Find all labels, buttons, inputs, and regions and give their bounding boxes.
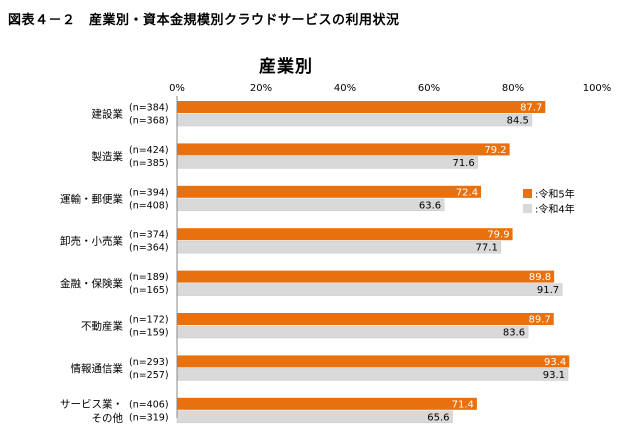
category-label: 情報通信業	[71, 362, 124, 375]
sample-size-label: (n=406)	[129, 399, 169, 410]
sample-size-label: (n=319)	[129, 412, 169, 423]
sample-size-label: (n=364)	[129, 243, 169, 254]
data-label: 89.8	[529, 272, 551, 283]
bar-reiwa4	[176, 325, 529, 339]
bar-reiwa4	[176, 283, 563, 296]
data-label: 84.5	[507, 116, 529, 127]
category-label: サービス業・	[60, 397, 123, 410]
sample-size-label: (n=374)	[129, 230, 169, 241]
sample-size-label: (n=172)	[129, 315, 169, 326]
x-tick-label: 20%	[250, 83, 272, 94]
sample-size-label: (n=165)	[129, 285, 169, 296]
data-label: 79.9	[487, 230, 509, 241]
bar-reiwa5	[177, 313, 554, 325]
bar-reiwa5	[177, 143, 510, 156]
data-label: 65.6	[427, 412, 449, 423]
legend-label: :令和5年	[535, 188, 575, 201]
data-label: 83.6	[503, 328, 525, 339]
sample-size-label: (n=189)	[129, 272, 169, 283]
sample-size-label: (n=424)	[129, 145, 169, 156]
data-label: 77.1	[476, 243, 498, 254]
bar-reiwa5	[177, 228, 513, 241]
bar-reiwa4	[176, 410, 453, 424]
data-label: 71.4	[452, 399, 474, 410]
category-label: 建設業	[92, 108, 124, 121]
data-label: 93.1	[543, 370, 565, 381]
bar-reiwa5	[177, 397, 477, 410]
data-label: 71.6	[452, 158, 474, 169]
category-label: 卸売・小売業	[60, 235, 123, 248]
x-tick-label: 100%	[583, 83, 612, 94]
sample-size-label: (n=257)	[129, 370, 169, 381]
category-label: 不動産業	[81, 320, 123, 333]
x-tick-label: 60%	[418, 83, 440, 94]
bar-reiwa5	[177, 270, 555, 283]
sample-size-label: (n=384)	[129, 103, 169, 114]
data-label: 87.7	[520, 103, 542, 114]
data-label: 63.6	[419, 200, 441, 211]
x-tick-label: 40%	[334, 83, 356, 94]
chart-title: 産業別	[259, 57, 313, 77]
x-tick-label: 0%	[169, 83, 185, 94]
category-label: 運輸・郵便業	[60, 192, 123, 205]
bar-reiwa5	[177, 101, 546, 113]
sample-size-label: (n=385)	[129, 158, 169, 169]
bar-reiwa4	[176, 156, 478, 169]
bar-reiwa5	[177, 355, 570, 368]
category-label: その他	[92, 411, 124, 424]
data-label: 72.4	[456, 187, 478, 198]
bar-reiwa4	[176, 368, 569, 381]
legend-swatch	[523, 204, 532, 213]
data-label: 91.7	[537, 285, 559, 296]
data-label: 93.4	[544, 357, 566, 368]
sample-size-label: (n=394)	[129, 187, 169, 198]
x-tick-label: 80%	[502, 83, 524, 94]
bar-reiwa5	[177, 185, 482, 198]
bar-reiwa4	[176, 113, 533, 127]
data-label: 79.2	[484, 145, 506, 156]
sample-size-label: (n=408)	[129, 200, 169, 211]
data-label: 89.7	[528, 315, 550, 326]
category-label: 金融・保険業	[60, 277, 123, 290]
legend-label: :令和4年	[535, 203, 575, 216]
sample-size-label: (n=293)	[129, 357, 169, 368]
bar-reiwa4	[176, 240, 502, 254]
bar-reiwa4	[176, 198, 445, 212]
legend-swatch	[523, 189, 532, 198]
figure-title: 図表４－２ 産業別・資本金規模別クラウドサービスの利用状況	[8, 13, 400, 28]
category-label: 製造業	[92, 150, 124, 163]
sample-size-label: (n=368)	[129, 116, 169, 127]
sample-size-label: (n=159)	[129, 328, 169, 339]
